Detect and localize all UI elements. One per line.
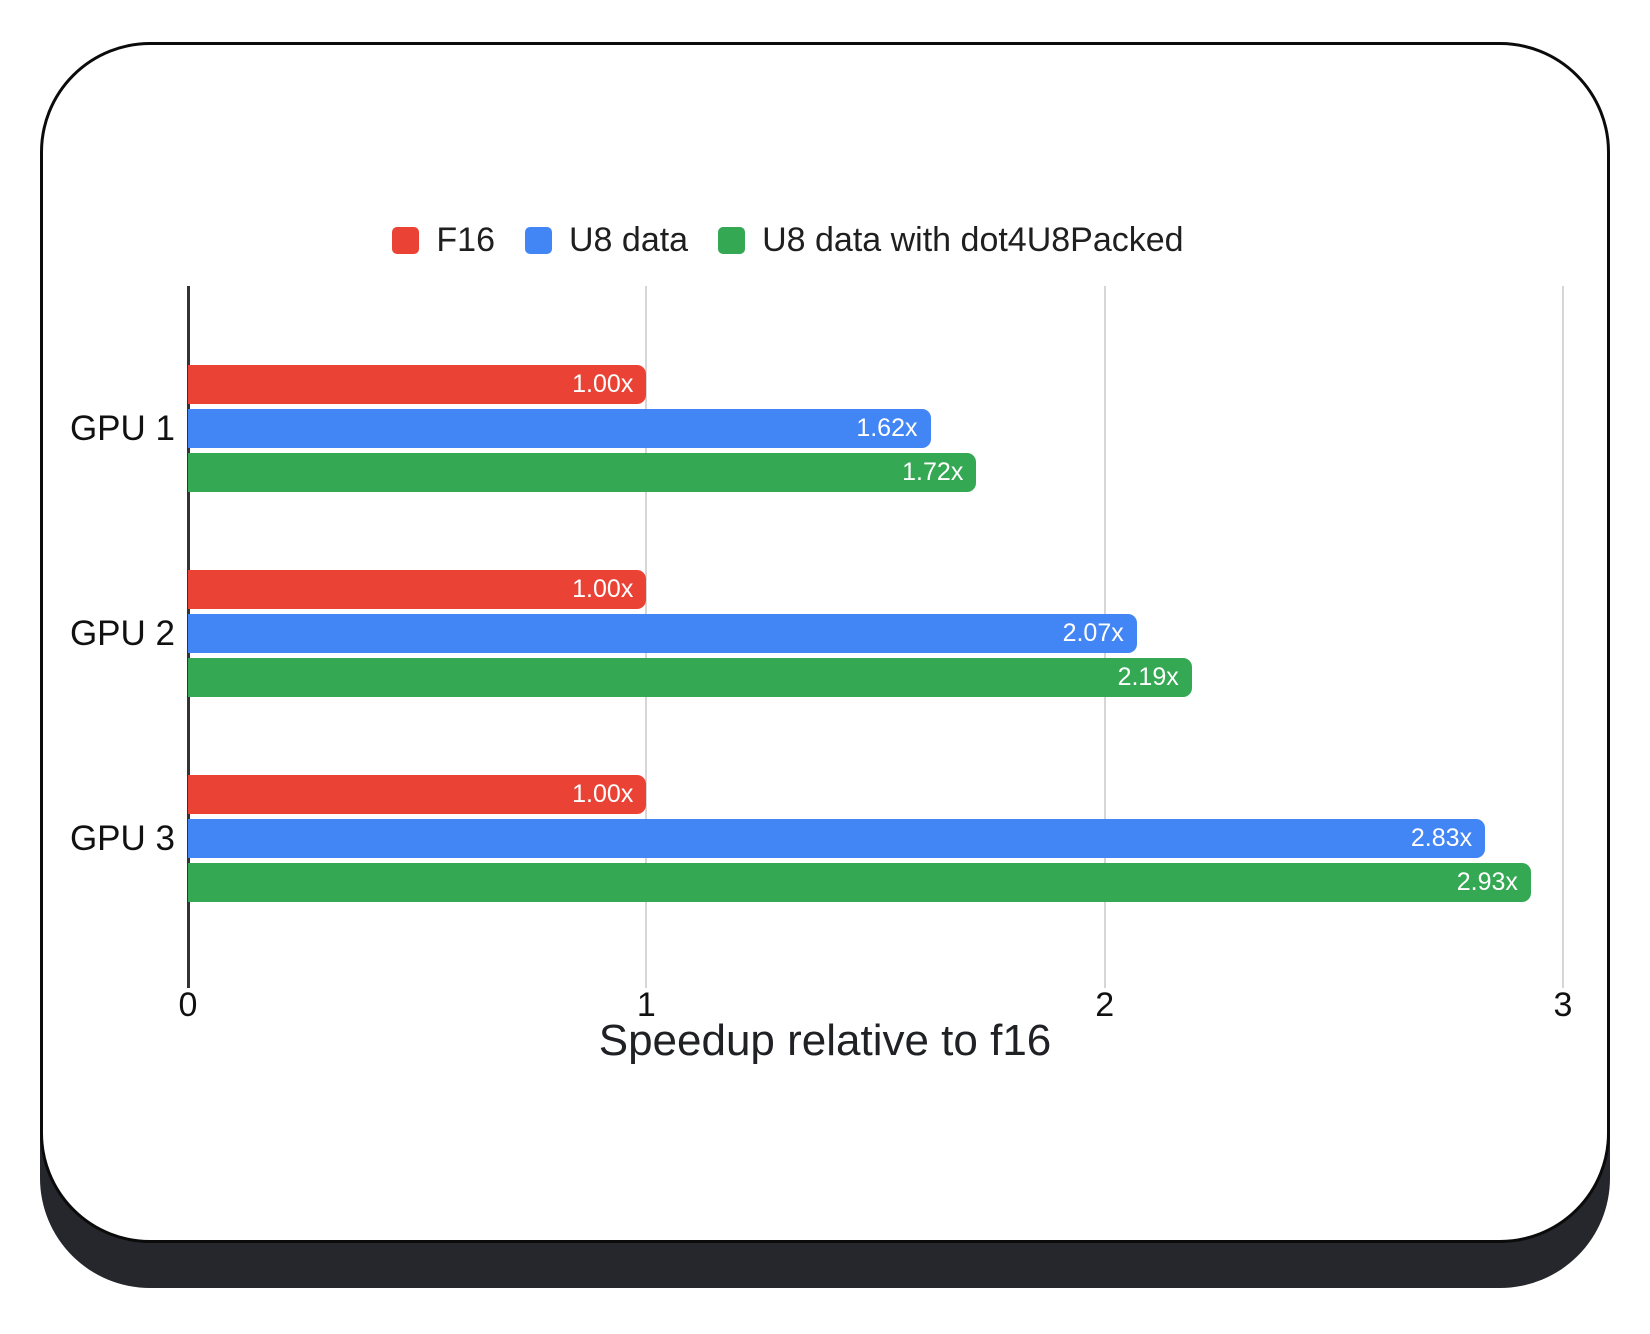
x-tick-label: 3 <box>1553 986 1573 1024</box>
bar-value-label: 1.72x <box>902 458 964 486</box>
x-tick-label: 0 <box>178 986 198 1024</box>
chart-card: F16 U8 data U8 data with dot4U8Packed 1.00… <box>40 42 1610 1243</box>
bar-value-label: 1.00x <box>572 780 634 808</box>
bar-u8-data-gpu-3: 2.83x <box>188 819 1486 858</box>
bar-value-label: 2.19x <box>1117 663 1179 691</box>
bar-u8-data-gpu-2: 2.07x <box>188 614 1137 653</box>
bar-value-label: 2.07x <box>1062 619 1124 647</box>
x-axis-title: Speedup relative to f16 <box>598 1016 1052 1065</box>
value-axis: 0 1 2 3 <box>43 983 1607 1027</box>
bar-u8-data-gpu-1: 1.62x <box>188 409 931 448</box>
bar-u8-data-with-dot4u8packed-gpu-3: 2.93x <box>188 863 1531 902</box>
x-tick-label: 1 <box>636 986 656 1024</box>
bar-f16-gpu-3: 1.00x <box>188 775 647 814</box>
category-label-gpu-1: GPU 1 <box>69 408 175 448</box>
legend-swatch-u8-data-with-dot4u8packed <box>718 226 746 254</box>
bar-f16-gpu-1: 1.00x <box>188 365 647 404</box>
category-axis: GPU 1 GPU 2 GPU 3 <box>43 286 175 988</box>
bar-value-label: 2.93x <box>1456 868 1518 896</box>
x-tick-label: 2 <box>1095 986 1115 1024</box>
bar-u8-data-with-dot4u8packed-gpu-2: 2.19x <box>188 658 1192 697</box>
bar-value-label: 1.00x <box>572 575 634 603</box>
legend-label-f16: F16 <box>436 220 495 259</box>
plot-area: 1.00x 1.62x 1.72x 1.00x 2.07x 2.19x 1.00x 2.83x… <box>187 286 1564 988</box>
legend-swatch-f16 <box>392 226 420 254</box>
legend-item-u8-data: U8 data <box>525 221 688 260</box>
category-label-gpu-2: GPU 2 <box>69 613 175 653</box>
bar-f16-gpu-2: 1.00x <box>188 570 647 609</box>
legend-item-f16: F16 <box>392 221 495 260</box>
legend-swatch-u8-data <box>525 226 552 254</box>
legend-item-u8-data-with-dot4u8packed: U8 data with dot4U8Packed <box>718 220 1184 260</box>
chart-legend: F16 U8 data U8 data with dot4U8Packed <box>6 220 1570 260</box>
bar-value-label: 1.00x <box>572 370 634 398</box>
bar-u8-data-with-dot4u8packed-gpu-1: 1.72x <box>188 453 977 492</box>
legend-label-u8-data-with-dot4u8packed: U8 data with dot4U8Packed <box>762 220 1184 259</box>
category-label-gpu-3: GPU 3 <box>69 818 175 858</box>
bar-value-label: 1.62x <box>856 414 918 442</box>
gridline <box>1562 286 1564 988</box>
legend-label-u8-data: U8 data <box>569 220 689 259</box>
bar-value-label: 2.83x <box>1410 824 1473 852</box>
